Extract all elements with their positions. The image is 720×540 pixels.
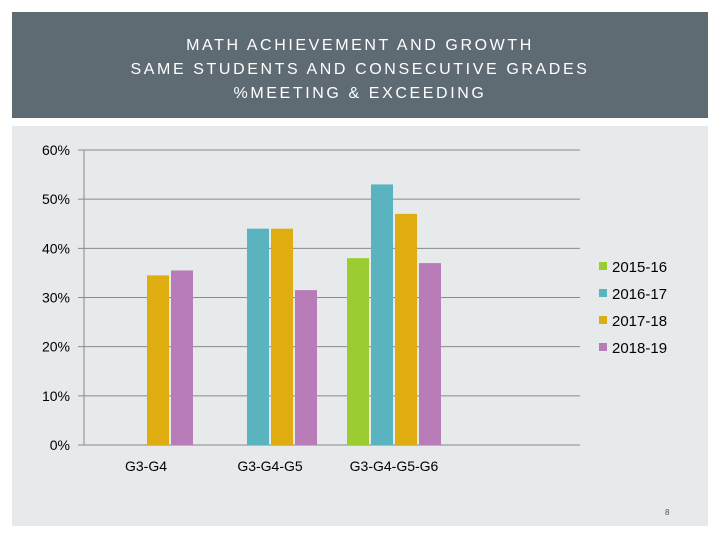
chart-panel: 0% 10% 20% 30% 40% 50% 60% G3-G4 G3-G4-G5 G3-G4-G… xyxy=(12,126,708,526)
legend-label: 2016-17 xyxy=(612,286,667,303)
x-tick-label: G3-G4-G5-G6 xyxy=(350,458,439,474)
bar-2017-18-G3-G4-G5-G6 xyxy=(395,213,417,445)
legend-label: 2017-18 xyxy=(612,313,667,330)
bar-2015-16-G3-G4-G5-G6 xyxy=(347,258,369,445)
legend-label: 2018-19 xyxy=(612,340,667,357)
legend-swatch xyxy=(599,343,607,351)
y-tick-label: 20% xyxy=(42,339,70,355)
y-tick-label: 30% xyxy=(42,290,70,306)
y-tick-label: 40% xyxy=(42,240,70,256)
bar-2016-17-G3-G4-G5-G6 xyxy=(371,184,393,445)
x-tick-label: G3-G4-G5 xyxy=(237,458,303,474)
title-line-2: SAME STUDENTS AND CONSECUTIVE GRADES xyxy=(130,61,590,78)
bar-2018-19-G3-G4-G5-G6 xyxy=(419,263,441,445)
page-number: 8 xyxy=(665,508,670,517)
legend-swatch xyxy=(599,262,607,270)
y-tick-label: 50% xyxy=(42,191,70,207)
bar-2017-18-G3-G4-G5 xyxy=(271,228,293,445)
legend-swatch xyxy=(599,289,607,297)
legend-label: 2015-16 xyxy=(612,259,667,276)
title-line-1: MATH ACHIEVEMENT AND GROWTH xyxy=(186,37,534,54)
bar-2018-19-G3-G4-G5 xyxy=(295,290,317,445)
bar-2018-19-G3-G4 xyxy=(171,270,193,445)
bar-2016-17-G3-G4-G5 xyxy=(247,228,269,445)
x-tick-label: G3-G4 xyxy=(125,458,167,474)
title-line-3: %MEETING & EXCEEDING xyxy=(233,85,487,102)
title-banner: MATH ACHIEVEMENT AND GROWTH SAME STUDENT… xyxy=(12,12,708,118)
legend-swatch xyxy=(599,316,607,324)
y-tick-label: 60% xyxy=(42,142,70,158)
y-tick-label: 10% xyxy=(42,388,70,404)
y-tick-label: 0% xyxy=(50,437,70,453)
bar-chart: 0% 10% 20% 30% 40% 50% 60% G3-G4 G3-G4-G5 G3-G4-G… xyxy=(42,142,667,474)
bar-2017-18-G3-G4 xyxy=(147,275,169,445)
